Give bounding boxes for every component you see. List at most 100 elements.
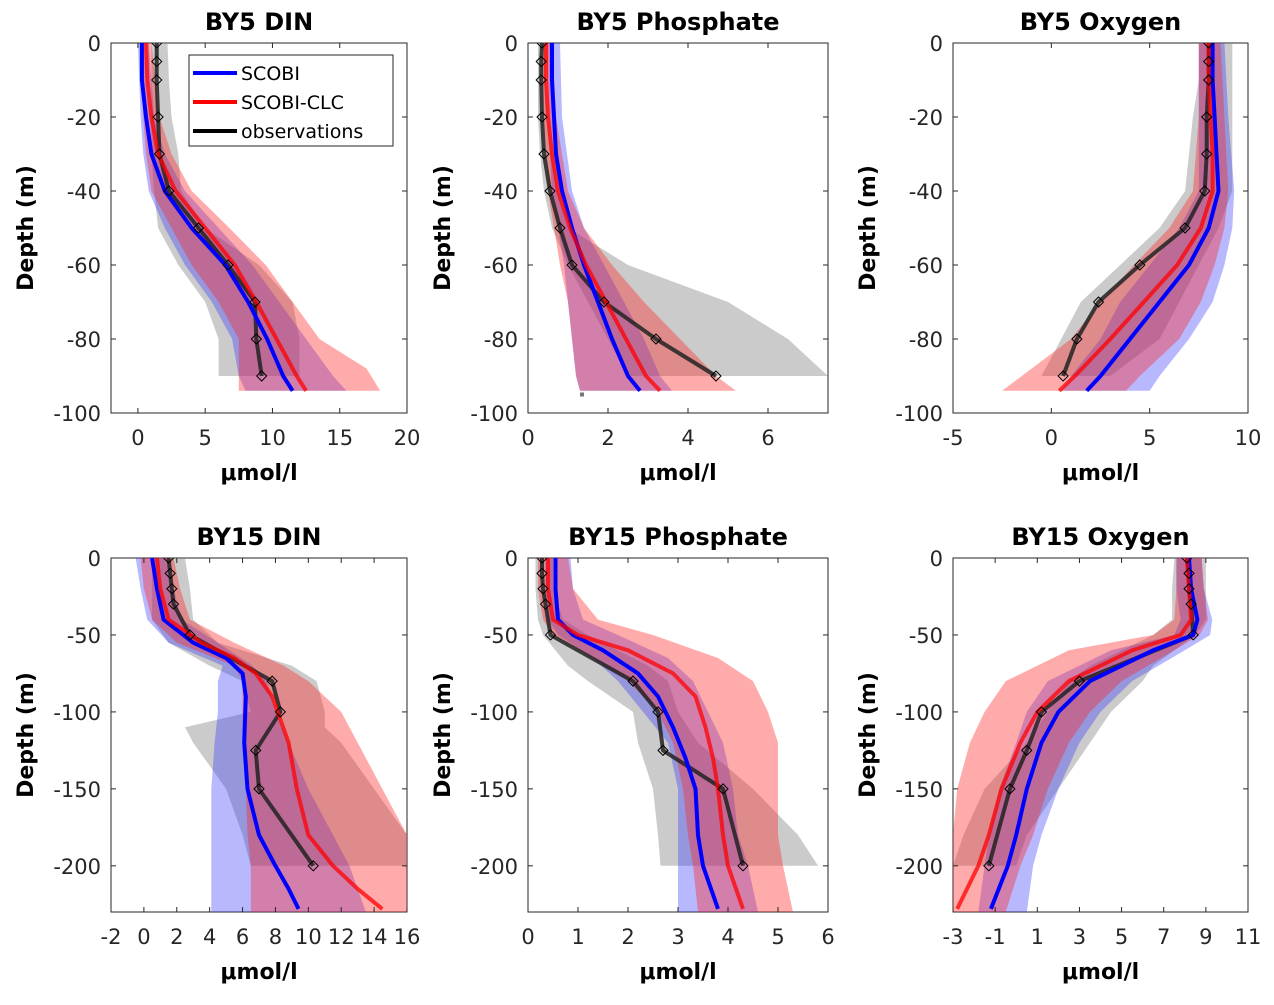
y-tick-label: 0 xyxy=(88,32,101,56)
observation-point xyxy=(650,333,662,345)
y-tick-label: -200 xyxy=(53,855,101,879)
y-axis-label: Depth (m) xyxy=(856,672,881,798)
observation-point xyxy=(152,111,164,123)
y-axis-label: Depth (m) xyxy=(14,672,39,798)
observation-point xyxy=(1021,744,1033,757)
y-tick-label: 0 xyxy=(930,32,943,56)
chart-title: BY15 DIN xyxy=(196,523,321,551)
y-axis-label: Depth (m) xyxy=(856,165,881,291)
y-tick-label: -80 xyxy=(484,328,518,352)
observation-point xyxy=(151,55,163,68)
x-tick-label: 10 xyxy=(295,925,322,949)
observation-point xyxy=(566,259,578,271)
observation-point xyxy=(153,148,166,160)
x-tick-label: 4 xyxy=(203,925,216,949)
y-tick-label: 0 xyxy=(505,32,518,56)
observation-point xyxy=(1035,706,1048,718)
scobi-range-band xyxy=(137,43,347,391)
y-tick-label: -80 xyxy=(67,328,101,352)
chart-title: BY15 Oxygen xyxy=(1011,523,1189,551)
observation-point xyxy=(192,222,205,234)
observation-point xyxy=(1073,675,1086,687)
panel-5: 0 1 2 3 4 5 6 -200 -150 -100 -50 0 BY15 Phosphate μmo… xyxy=(431,523,835,985)
y-tick-label: -40 xyxy=(484,180,518,204)
observation-range-band xyxy=(535,558,818,866)
y-tick-label: 0 xyxy=(88,547,101,571)
observation-point xyxy=(538,148,550,160)
y-tick-label: -60 xyxy=(909,254,943,278)
x-tick-label: 2 xyxy=(621,925,634,949)
observation-point xyxy=(166,583,178,595)
scobi-line xyxy=(139,43,295,392)
y-axis-label: Depth (m) xyxy=(431,672,456,798)
x-tick-label: 0 xyxy=(1045,426,1058,450)
x-axis-label: μmol/l xyxy=(1062,960,1139,985)
x-tick-label: 2 xyxy=(170,925,183,949)
x-tick-label: 10 xyxy=(259,426,286,450)
legend-entry-label: observations xyxy=(241,121,363,143)
chart-title: BY5 DIN xyxy=(205,8,313,36)
scobi-clc-range-band xyxy=(542,43,736,391)
observation-point xyxy=(184,629,196,641)
x-tick-label: 5 xyxy=(771,925,784,949)
x-tick-label: 5 xyxy=(1115,925,1128,949)
x-tick-label: -3 xyxy=(943,925,964,949)
x-axis-label: μmol/l xyxy=(220,461,297,486)
y-tick-label: -200 xyxy=(470,855,518,879)
x-tick-label: 11 xyxy=(1235,925,1262,949)
observation-point xyxy=(627,675,639,687)
observations-line xyxy=(539,43,718,378)
scobi-range-band xyxy=(978,558,1213,912)
chart-title: BY15 Phosphate xyxy=(568,523,788,551)
x-tick-label: 5 xyxy=(198,426,211,450)
observation-point xyxy=(222,259,234,271)
y-tick-label: -50 xyxy=(909,624,943,648)
scobi-clc-line xyxy=(546,558,745,910)
y-tick-label: 0 xyxy=(930,547,943,571)
observation-point xyxy=(1202,55,1215,68)
observation-point xyxy=(1134,259,1146,271)
observation-range-band xyxy=(151,43,300,376)
observation-point xyxy=(1004,783,1016,795)
x-tick-label: 12 xyxy=(328,925,355,949)
x-tick-label: 10 xyxy=(1235,426,1262,450)
x-tick-label: 7 xyxy=(1157,925,1170,949)
observation-point xyxy=(255,370,268,382)
observation-point xyxy=(536,43,548,49)
y-tick-label: -100 xyxy=(895,701,943,725)
observation-range-band xyxy=(538,43,828,376)
panel-1: 0 5 10 15 20 -100 -80 -60 -40 -20 0 BY5 DIN μmol/l De… xyxy=(14,8,420,486)
scobi-range-band xyxy=(1061,43,1235,391)
observation-point xyxy=(657,744,669,757)
x-tick-label: 5 xyxy=(1143,426,1156,450)
axes-box xyxy=(110,557,408,913)
observation-point xyxy=(1199,185,1211,197)
x-tick-label: 15 xyxy=(326,426,353,450)
x-tick-label: -2 xyxy=(101,925,122,949)
observation-point xyxy=(151,74,163,86)
x-tick-label: 0 xyxy=(137,925,150,949)
x-tick-label: 1 xyxy=(571,925,584,949)
scobi-line xyxy=(1085,43,1221,393)
observation-point xyxy=(537,583,549,595)
y-tick-label: -50 xyxy=(484,624,518,648)
observation-point xyxy=(250,744,262,757)
x-tick-label: -5 xyxy=(943,426,964,450)
observation-point xyxy=(253,783,265,795)
observation-point xyxy=(598,296,610,308)
x-tick-label: 0 xyxy=(131,426,144,450)
y-tick-label: -100 xyxy=(53,701,101,725)
x-tick-label: 6 xyxy=(761,426,774,450)
y-axis-label: Depth (m) xyxy=(14,165,39,291)
observation-point xyxy=(164,567,176,580)
plot-area xyxy=(1002,43,1235,393)
plot-area xyxy=(953,558,1213,912)
observation-point xyxy=(266,675,278,687)
x-tick-label: 2 xyxy=(601,426,614,450)
y-tick-label: -100 xyxy=(470,701,518,725)
x-tick-label: 1 xyxy=(1031,925,1044,949)
observation-point xyxy=(536,558,548,564)
scobi-clc-line xyxy=(544,43,662,393)
plot-area xyxy=(535,43,828,397)
